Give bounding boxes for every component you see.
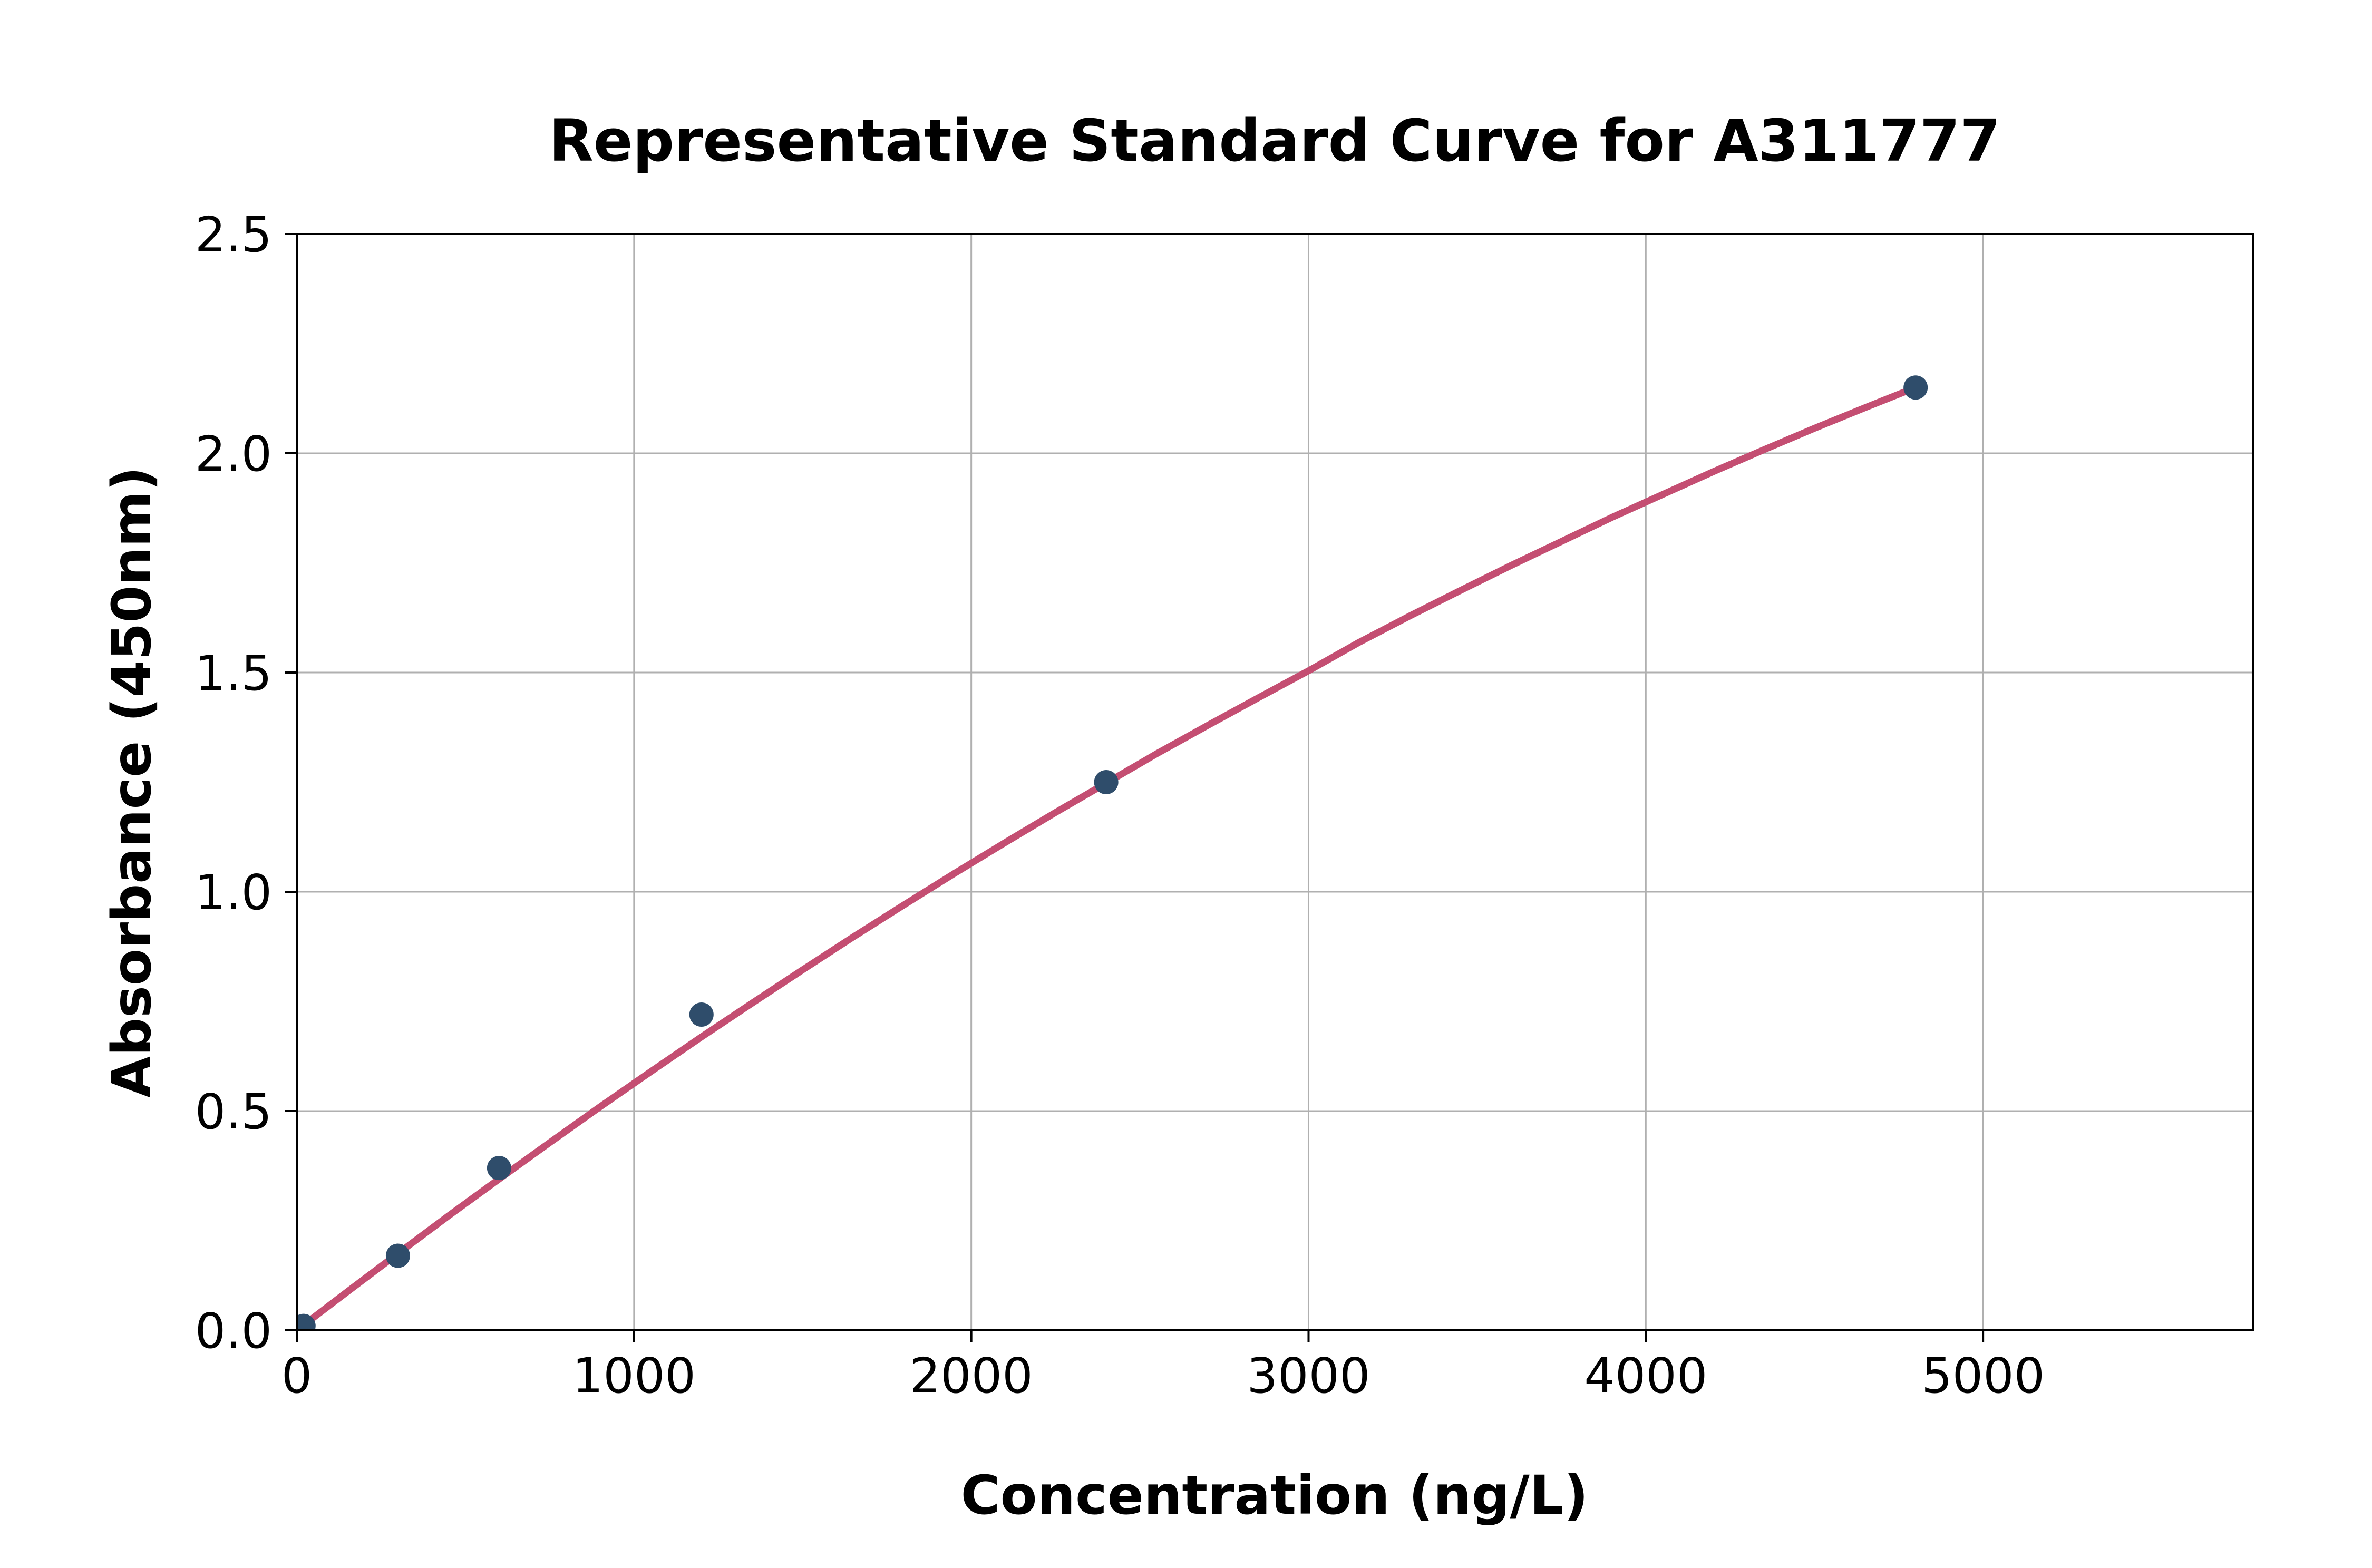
y-tick-label: 1.0 (195, 864, 272, 921)
data-point (297, 1313, 316, 1330)
y-tick-label: 0.5 (195, 1084, 272, 1140)
data-point (689, 1002, 714, 1027)
x-axis-label: Concentration (ng/L) (961, 1464, 1589, 1527)
data-point (385, 1243, 410, 1268)
plot-border (296, 233, 2254, 1331)
y-tick-label: 1.5 (195, 645, 272, 702)
y-tick-label: 2.5 (195, 207, 272, 263)
x-tick-label: 2000 (910, 1348, 1033, 1404)
data-point (1094, 770, 1119, 794)
data-point (1903, 375, 1928, 400)
data-point (487, 1156, 511, 1181)
y-axis-label: Absorbance (450nm) (101, 466, 163, 1098)
y-tick-label: 0.0 (195, 1303, 272, 1359)
chart-title: Representative Standard Curve for A31177… (549, 107, 2000, 174)
x-tick-label: 0 (281, 1348, 313, 1404)
x-tick-label: 4000 (1584, 1348, 1707, 1404)
x-tick-label: 3000 (1247, 1348, 1370, 1404)
x-tick-label: 5000 (1921, 1348, 2045, 1404)
x-tick-label: 1000 (572, 1348, 696, 1404)
y-tick-label: 2.0 (195, 426, 272, 482)
fit-curve-path (297, 384, 1919, 1330)
